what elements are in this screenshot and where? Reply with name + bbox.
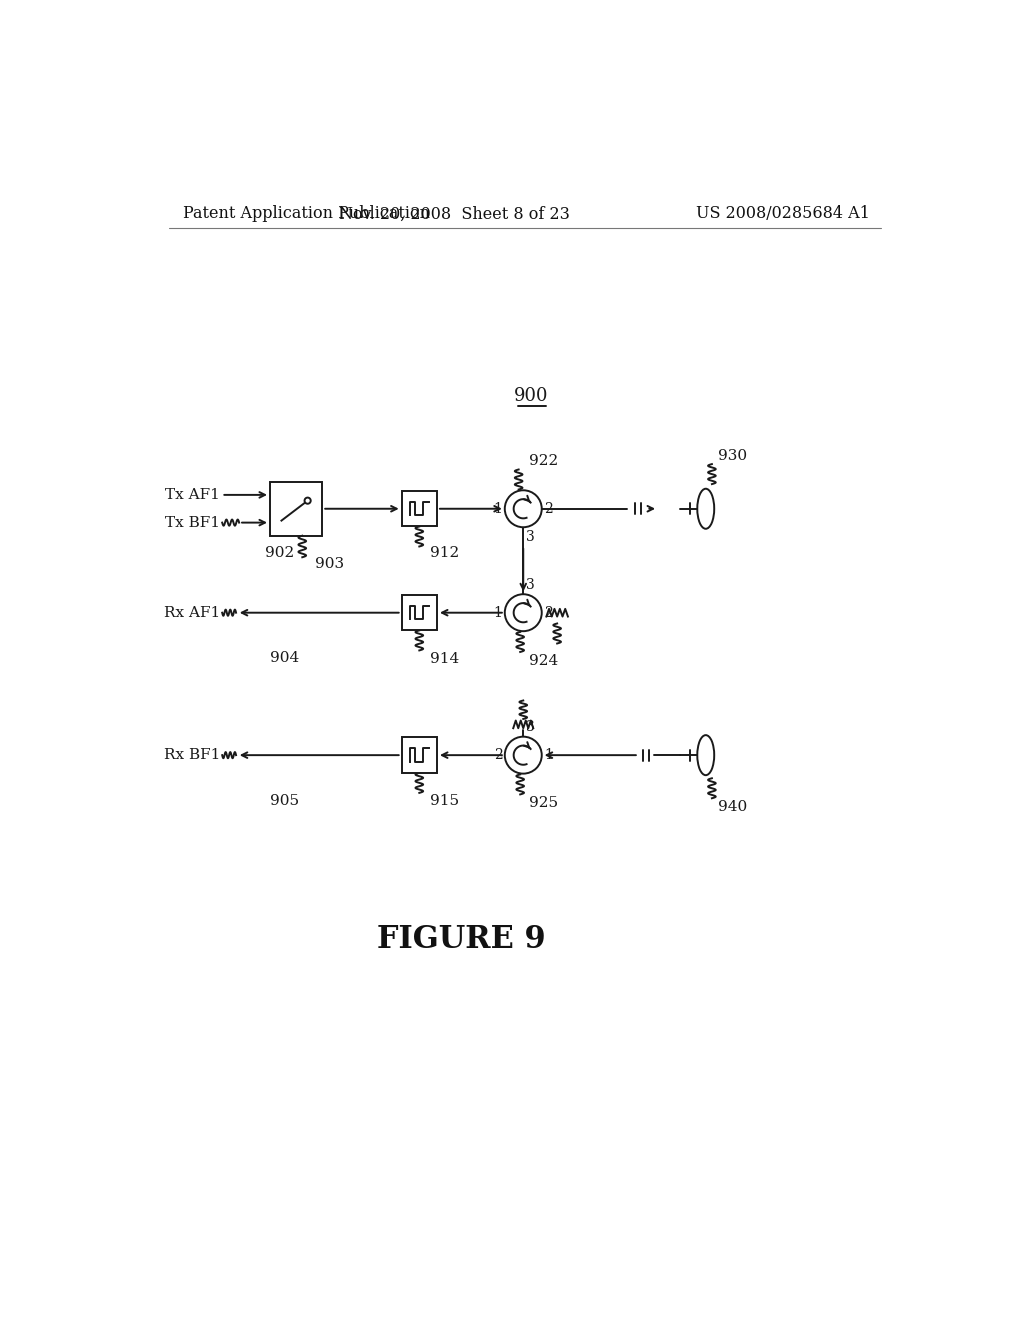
Bar <box>401 595 437 631</box>
Text: 924: 924 <box>529 653 559 668</box>
Circle shape <box>505 594 542 631</box>
Text: 1: 1 <box>494 606 503 619</box>
Circle shape <box>505 490 542 527</box>
Text: 922: 922 <box>529 454 559 469</box>
Text: 905: 905 <box>270 793 299 808</box>
Text: 3: 3 <box>525 721 535 734</box>
Text: 915: 915 <box>430 795 459 808</box>
Ellipse shape <box>697 735 714 775</box>
Text: Tx AF1: Tx AF1 <box>165 488 220 502</box>
Text: 902: 902 <box>264 545 294 560</box>
Text: 925: 925 <box>529 796 558 810</box>
Text: 912: 912 <box>430 546 460 561</box>
Text: Nov. 20, 2008  Sheet 8 of 23: Nov. 20, 2008 Sheet 8 of 23 <box>339 206 569 222</box>
Text: 914: 914 <box>430 652 460 667</box>
Text: US 2008/0285684 A1: US 2008/0285684 A1 <box>696 206 869 222</box>
Bar <box>401 491 437 527</box>
Text: 940: 940 <box>718 800 748 814</box>
Text: FIGURE 9: FIGURE 9 <box>378 924 546 956</box>
Text: 1: 1 <box>494 502 503 516</box>
Text: 1: 1 <box>544 748 553 762</box>
Text: Rx BF1: Rx BF1 <box>164 748 220 762</box>
Text: 904: 904 <box>270 651 299 665</box>
Circle shape <box>505 737 542 774</box>
Text: Rx AF1: Rx AF1 <box>164 606 220 619</box>
Text: Tx BF1: Tx BF1 <box>165 516 220 529</box>
Text: 3: 3 <box>525 529 535 544</box>
Text: 930: 930 <box>718 449 748 462</box>
Circle shape <box>304 498 310 504</box>
Text: 2: 2 <box>494 748 503 762</box>
Text: 2: 2 <box>544 502 553 516</box>
Bar <box>270 482 323 536</box>
Text: 2: 2 <box>544 606 553 619</box>
Bar <box>401 738 437 774</box>
Text: 903: 903 <box>314 557 344 572</box>
Text: 3: 3 <box>525 578 535 591</box>
Ellipse shape <box>697 488 714 529</box>
Text: Patent Application Publication: Patent Application Publication <box>183 206 430 222</box>
Text: 900: 900 <box>514 387 548 405</box>
